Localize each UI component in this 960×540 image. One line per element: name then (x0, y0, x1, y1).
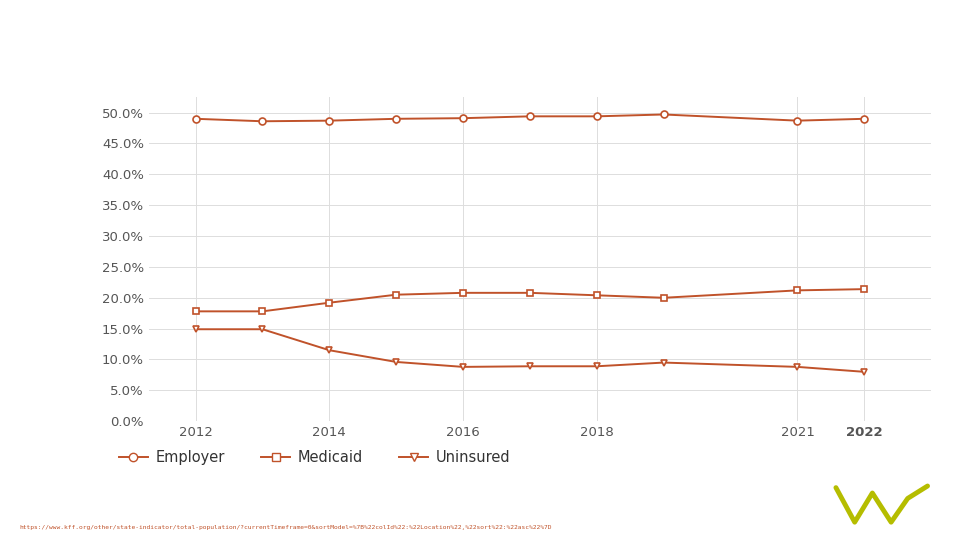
Text: https://www.kff.org/other/state-indicator/total-population/?currentTimeframe=0&s: https://www.kff.org/other/state-indicato… (19, 525, 552, 530)
Text: Employer-Sponsored Coverage, Medicaid and Uninsured: Employer-Sponsored Coverage, Medicaid an… (24, 23, 960, 56)
Legend: Employer, Medicaid, Uninsured: Employer, Medicaid, Uninsured (113, 444, 516, 470)
